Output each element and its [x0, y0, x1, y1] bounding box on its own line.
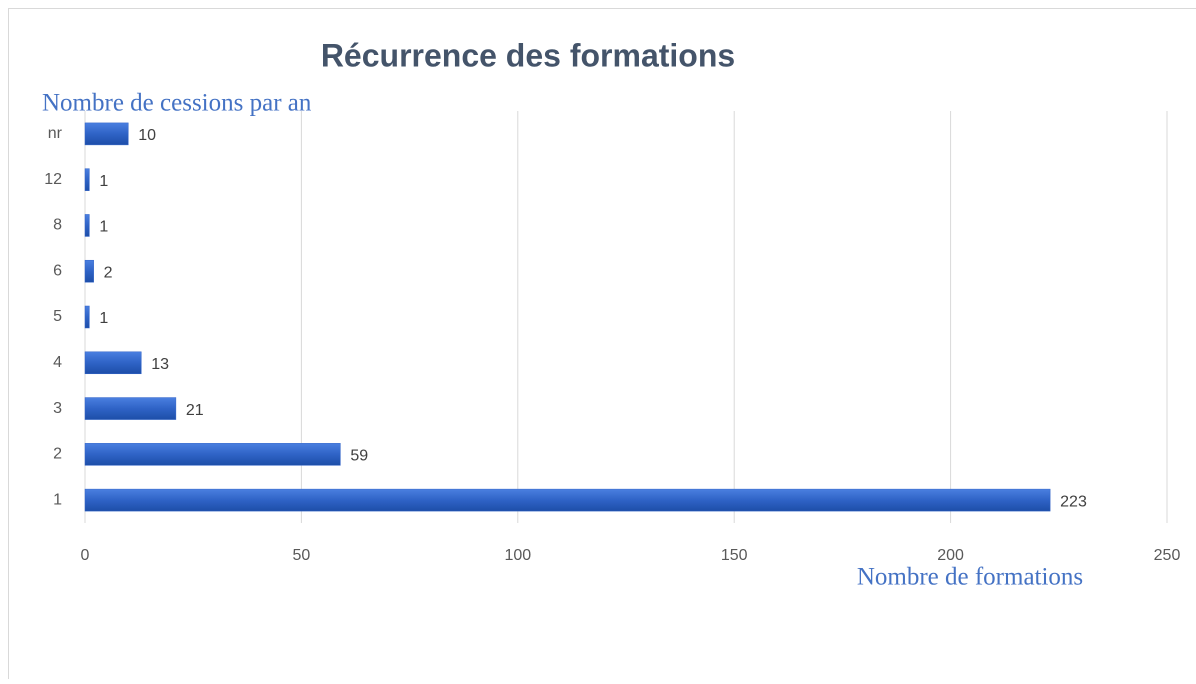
x-tick-label: 100 — [504, 547, 531, 564]
data-label: 1 — [99, 173, 108, 190]
data-label: 1 — [99, 219, 108, 236]
bar — [85, 352, 141, 374]
x-tick-label: 50 — [293, 547, 311, 564]
y-axis-title: Nombre de cessions par an — [42, 90, 312, 117]
data-label: 10 — [138, 127, 156, 144]
chart-title: Récurrence des formations — [321, 37, 735, 73]
bar — [85, 443, 340, 465]
data-label: 1 — [99, 310, 108, 327]
data-label: 2 — [104, 264, 113, 281]
y-tick-label: 8 — [53, 217, 62, 234]
bar — [85, 169, 89, 191]
y-tick-label: 12 — [44, 171, 62, 188]
y-tick-label: 5 — [53, 308, 62, 325]
x-tick-label: 0 — [81, 547, 90, 564]
y-tick-label: nr — [48, 125, 63, 142]
data-label: 13 — [151, 356, 169, 373]
y-tick-label: 3 — [53, 400, 62, 417]
x-axis-title: Nombre de formations — [857, 564, 1083, 591]
bar — [85, 214, 89, 236]
x-tick-label: 150 — [721, 547, 748, 564]
y-tick-label: 6 — [53, 262, 62, 279]
y-tick-label: 1 — [53, 491, 62, 508]
bar — [85, 398, 176, 420]
data-label: 59 — [350, 448, 368, 465]
y-tick-label: 4 — [53, 354, 62, 371]
bar — [85, 260, 94, 282]
data-label: 21 — [186, 402, 204, 419]
bar — [85, 489, 1050, 511]
x-tick-label: 250 — [1154, 547, 1181, 564]
data-label: 223 — [1060, 493, 1087, 510]
x-tick-label: 200 — [937, 547, 964, 564]
y-tick-label: 2 — [53, 446, 62, 463]
bar — [85, 306, 89, 328]
bar — [85, 123, 128, 145]
